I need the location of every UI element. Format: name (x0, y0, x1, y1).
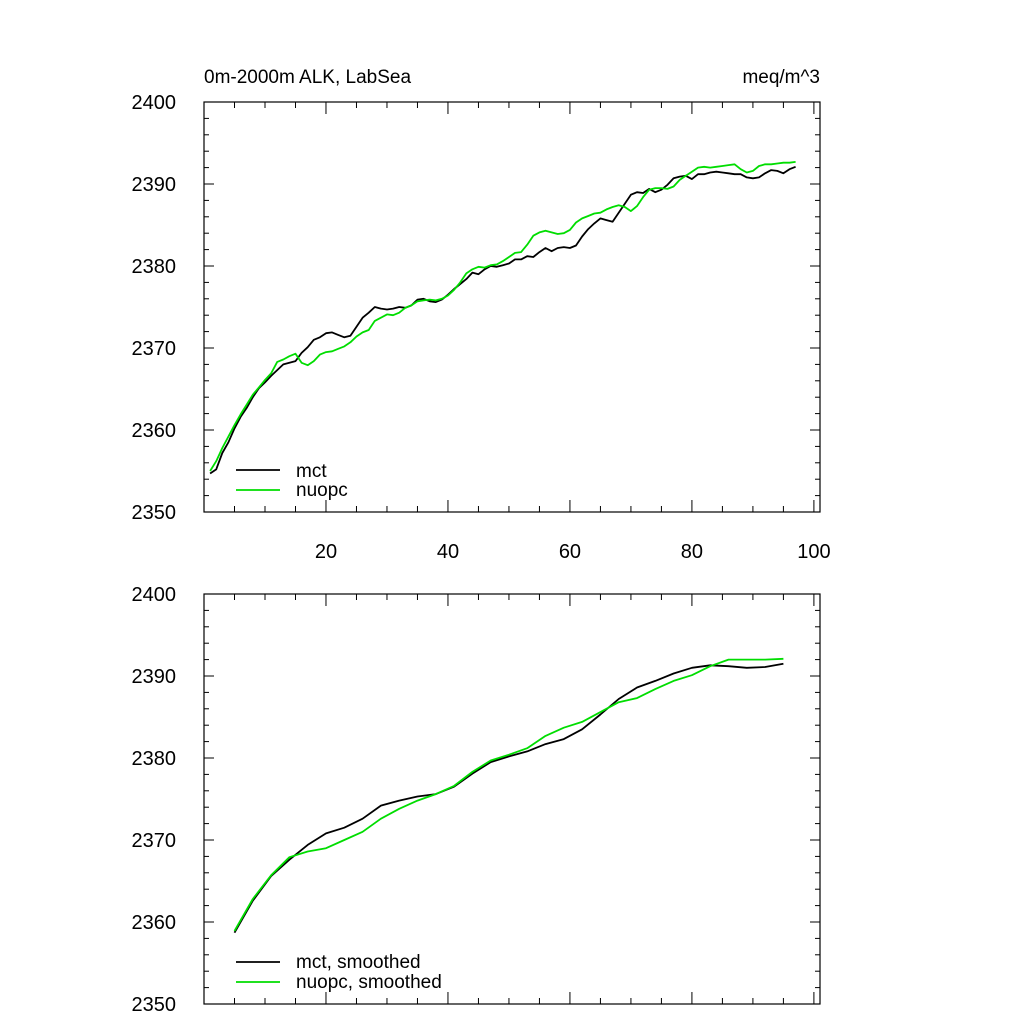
y-tick-label: 2360 (132, 420, 177, 442)
legend-label-mct: mct (296, 461, 327, 482)
y-tick-label: 2380 (132, 748, 177, 770)
y-tick-labels: 2350 2360 2370 2380 2390 2400 (132, 584, 177, 1016)
series-line-mct (209, 165, 796, 475)
series-line-nuopc (209, 161, 796, 472)
y-tick-label: 2380 (132, 256, 177, 278)
minor-ticks (204, 102, 820, 512)
y-tick-label: 2350 (132, 994, 177, 1016)
legend: mct, smoothed nuopc, smoothed (236, 952, 442, 993)
y-tick-labels: 2350 2360 2370 2380 2390 2400 (132, 92, 177, 524)
major-ticks (204, 101, 820, 513)
series-line-mct-smoothed (233, 662, 784, 934)
major-ticks (204, 593, 820, 1005)
y-tick-label: 2350 (132, 502, 177, 524)
legend: mct nuopc (236, 461, 348, 501)
chart-title: 0m-2000m ALK, LabSea (204, 67, 411, 88)
y-tick-label: 2370 (132, 830, 177, 852)
series-line-nuopc-smoothed (233, 657, 784, 932)
top-panel: 0m-2000m ALK, LabSea meq/m^3 2350 2360 2… (132, 67, 831, 563)
legend-label-nuopc: nuopc (296, 480, 348, 501)
y-tick-label: 2390 (132, 666, 177, 688)
x-tick-label: 60 (559, 541, 581, 563)
legend-label-mct-smoothed: mct, smoothed (296, 952, 421, 973)
y-tick-label: 2390 (132, 174, 177, 196)
bottom-panel: 2350 2360 2370 2380 2390 2400 mct, smoot… (132, 584, 821, 1016)
plot-frame (203, 101, 821, 513)
y-tick-label: 2400 (132, 584, 177, 606)
plot-frame (203, 593, 821, 1005)
y-tick-label: 2370 (132, 338, 177, 360)
y-tick-label: 2400 (132, 92, 177, 114)
x-tick-label: 100 (797, 541, 830, 563)
minor-ticks (204, 594, 820, 1004)
y-tick-label: 2360 (132, 912, 177, 934)
legend-label-nuopc-smoothed: nuopc, smoothed (296, 972, 442, 993)
x-tick-label: 20 (315, 541, 337, 563)
x-tick-label: 40 (437, 541, 459, 563)
x-tick-label: 80 (681, 541, 703, 563)
x-tick-labels: 20 40 60 80 100 (315, 541, 831, 563)
units-label: meq/m^3 (742, 67, 820, 88)
